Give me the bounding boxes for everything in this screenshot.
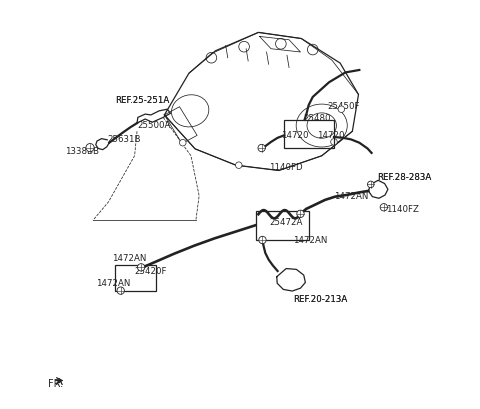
Text: REF.28-283A: REF.28-283A xyxy=(377,172,431,181)
Text: 14720: 14720 xyxy=(281,131,308,140)
Text: REF.20-213A: REF.20-213A xyxy=(293,294,348,303)
Text: 1472AN: 1472AN xyxy=(96,278,131,287)
Circle shape xyxy=(258,145,265,152)
Text: REF.20-213A: REF.20-213A xyxy=(293,294,348,303)
Circle shape xyxy=(236,162,242,169)
Text: 25480: 25480 xyxy=(303,114,331,123)
Text: 14720: 14720 xyxy=(317,131,344,140)
Text: FR.: FR. xyxy=(48,378,63,388)
Text: 1472AN: 1472AN xyxy=(112,254,147,263)
Text: 25500A: 25500A xyxy=(137,121,170,130)
Text: 1140FD: 1140FD xyxy=(269,162,302,171)
Text: 25450F: 25450F xyxy=(328,101,360,110)
Circle shape xyxy=(380,204,387,211)
Text: 25631B: 25631B xyxy=(107,135,141,144)
Circle shape xyxy=(137,264,145,271)
Circle shape xyxy=(259,237,266,244)
Text: REF.28-283A: REF.28-283A xyxy=(377,172,431,181)
Text: 1140FZ: 1140FZ xyxy=(386,205,419,214)
Text: REF.25-251A: REF.25-251A xyxy=(115,96,169,105)
Text: 25420F: 25420F xyxy=(134,266,167,275)
Circle shape xyxy=(117,287,124,294)
Circle shape xyxy=(297,211,304,218)
Text: REF.25-251A: REF.25-251A xyxy=(115,96,169,105)
Text: 25472A: 25472A xyxy=(269,217,303,226)
Text: 1472AN: 1472AN xyxy=(293,236,327,245)
Circle shape xyxy=(368,182,374,188)
Circle shape xyxy=(180,140,186,146)
Circle shape xyxy=(86,144,94,152)
Circle shape xyxy=(338,107,345,113)
Text: 1472AN: 1472AN xyxy=(334,192,368,201)
Circle shape xyxy=(331,139,337,146)
Text: 1338BB: 1338BB xyxy=(65,146,99,155)
